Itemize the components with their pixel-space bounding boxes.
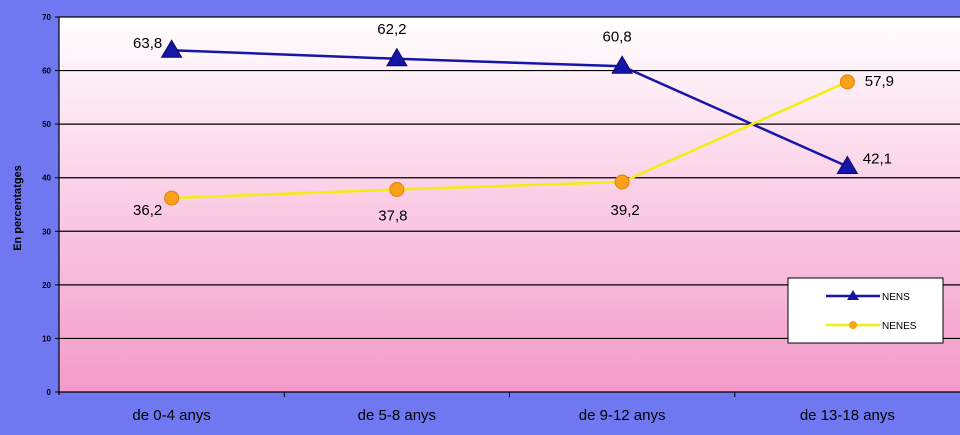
data-point-nenes (164, 190, 180, 206)
x-tick-label: de 9-12 anys (579, 407, 666, 424)
x-tick-label: de 13-18 anys (800, 407, 895, 424)
y-tick-label: 20 (42, 281, 51, 290)
legend-label-nens: NENS (882, 292, 910, 303)
series-line-nenes (171, 80, 848, 200)
data-label-nenes: 39,2 (611, 202, 640, 219)
y-tick-label: 40 (42, 174, 51, 183)
legend-marker-nens (847, 290, 859, 300)
x-tick-label: de 0-4 anys (132, 407, 210, 424)
data-label-nens: 42,1 (863, 150, 892, 167)
legend-label-nenes: NENES (882, 321, 917, 332)
legend: NENS NENES (787, 277, 944, 344)
data-point-nens (836, 155, 859, 174)
x-tick-labels: de 0-4 anys de 5-8 anys de 9-12 anys de 13-… (132, 392, 895, 424)
data-label-nens: 63,8 (133, 35, 162, 52)
y-tick-labels: 0 10 20 30 40 50 60 70 (42, 13, 51, 397)
y-tick-label: 30 (42, 227, 51, 236)
data-label-nenes: 57,9 (865, 73, 894, 90)
y-tick-label: 70 (42, 13, 51, 22)
data-point-nens (386, 47, 408, 67)
y-tick-label: 50 (42, 120, 51, 129)
gridlines (55, 16, 960, 393)
data-label-nens: 62,2 (377, 21, 406, 38)
legend-marker-nenes (849, 321, 857, 329)
data-label-nens: 60,8 (603, 28, 632, 45)
data-point-nenes (389, 182, 405, 197)
data-point-nenes (839, 74, 855, 90)
data-point-nens (160, 39, 183, 58)
data-labels: 63,8 62,2 60,8 42,1 36,2 37,8 39,2 57,9 (133, 21, 894, 225)
series (160, 39, 859, 206)
y-axis-label: En percentatges (12, 165, 24, 251)
legend-box (787, 277, 944, 344)
y-tick-label: 0 (47, 388, 52, 397)
series-line-nens (171, 48, 848, 168)
data-label-nenes: 37,8 (378, 208, 407, 225)
y-tick-label: 10 (42, 334, 51, 343)
y-tick-label: 60 (42, 67, 51, 76)
data-point-nens (611, 55, 633, 74)
x-tick-label: de 5-8 anys (358, 407, 436, 424)
data-point-nenes (614, 174, 630, 190)
data-label-nenes: 36,2 (133, 202, 162, 219)
